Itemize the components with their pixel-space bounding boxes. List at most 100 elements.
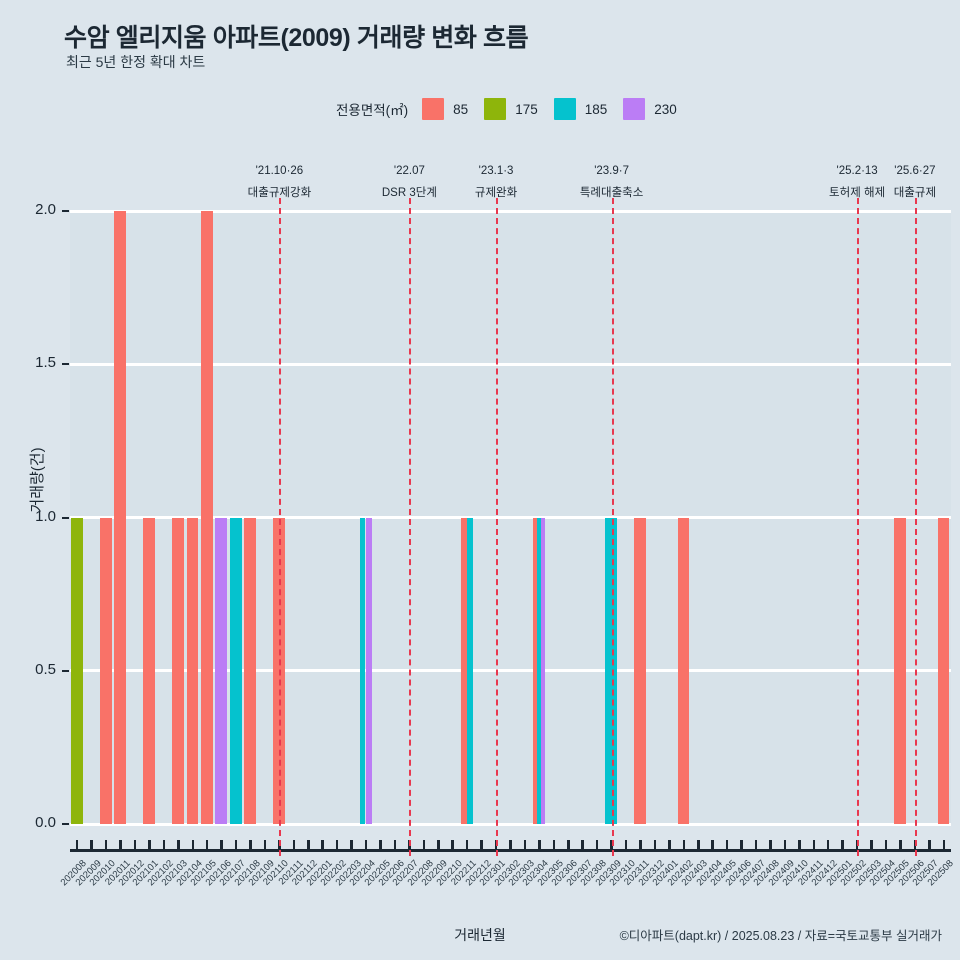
event-date: '23.1·3 [478,165,514,177]
legend-item-175[interactable]: 175 [484,98,538,120]
bar-202108-85[interactable] [244,517,257,824]
x-tick-mark [307,840,310,850]
x-tick-mark [379,840,382,850]
legend-item-230[interactable]: 230 [623,98,677,120]
bar-202505-85[interactable] [894,517,907,824]
bar-202010-85[interactable] [99,517,112,824]
x-tick-mark [422,840,426,850]
x-tick-mark [552,840,556,850]
gridline [70,209,951,213]
x-tick-mark [783,840,787,850]
x-tick-mark [364,840,368,850]
x-tick-mark [162,840,166,850]
x-tick-mark [884,840,888,850]
y-axis-title: 거래량(건) [29,447,47,513]
x-axis-line [70,849,951,852]
bar-202311-85[interactable] [634,517,647,824]
bar-202011-85[interactable] [114,211,127,824]
legend-swatch-icon-185 [553,98,576,120]
bar-202110-85[interactable] [273,517,286,824]
x-tick-mark [639,840,642,850]
bar-202304-230[interactable] [541,517,545,824]
x-tick-mark [567,840,570,850]
x-tick-mark [841,840,844,850]
plot-area [70,209,951,826]
x-tick-mark [350,840,353,850]
gridline [70,669,951,673]
x-tick-mark [321,840,324,850]
event-line-202502 [857,198,860,856]
y-tick-mark [62,823,69,825]
event-text: 특례대출축소 [579,187,644,199]
x-tick-mark [653,840,657,850]
y-tick-label: 1.5 [35,354,56,372]
event-line-202110 [279,198,282,856]
event-line-202301 [496,198,499,856]
bar-202211-185[interactable] [467,517,473,824]
bar-202204-185[interactable] [359,517,366,824]
event-line-202207 [409,198,412,856]
x-tick-mark [480,840,483,850]
event-text: 대출규제 [893,187,937,199]
legend-item-85[interactable]: 85 [422,98,468,120]
x-tick-mark [148,840,151,850]
event-line-202309 [611,198,614,856]
event-text: 규제완화 [474,187,518,199]
y-tick-mark [62,210,69,212]
legend-item-185[interactable]: 185 [553,98,608,120]
bar-202105-85[interactable] [200,211,213,824]
bar-202104-85[interactable] [186,517,199,824]
event-text: 대출규제강화 [247,187,312,199]
x-tick-mark [234,840,238,850]
event-date: '22.07 [393,165,425,177]
x-tick-mark [769,840,772,850]
legend-label: 185 [584,101,608,117]
bar-202402-85[interactable] [677,517,690,824]
bar-202304-85[interactable] [533,517,537,824]
bar-202304-185[interactable] [537,517,541,824]
x-tick-mark [220,840,223,850]
x-tick-mark [523,840,527,850]
x-tick-mark [191,840,194,850]
gridline [70,362,951,366]
legend-label: 230 [654,101,677,117]
bar-202101-85[interactable] [143,517,156,824]
x-tick-mark [538,840,541,850]
bar-202107-185[interactable] [229,517,242,824]
bar-202106-230[interactable] [215,517,228,824]
event-date: '23.9·7 [594,165,629,177]
x-tick-mark [393,840,397,850]
x-tick-mark [509,840,512,850]
y-tick-label: 0.0 [35,814,56,831]
x-tick-mark [826,840,830,850]
bar-202103-85[interactable] [172,517,184,824]
x-tick-mark [581,840,584,850]
x-tick-mark [437,840,440,850]
bar-202508-85[interactable] [937,517,950,824]
y-tick-label: 1.0 [35,507,56,525]
x-tick-mark [133,840,137,850]
x-tick-mark [335,840,339,850]
bar-202211-85[interactable] [460,517,467,824]
x-tick-mark [177,840,180,850]
x-tick-mark [104,840,108,850]
bar-202008-175[interactable] [71,517,83,824]
legend: 전용면적(㎡) 85 175 185 230 [336,98,693,120]
x-tick-mark [870,840,873,850]
legend-swatch-icon-230 [623,98,646,120]
bar-202204-230[interactable] [366,517,372,824]
x-tick-mark [595,840,599,850]
page-subtitle: 최근 5년 한정 확대 차트 [66,54,206,70]
x-tick-mark [451,840,454,850]
bar-202309-185[interactable] [605,517,618,824]
x-tick-mark [812,840,816,850]
x-tick-mark [798,840,801,850]
y-tick-label: 2.0 [35,201,56,218]
x-tick-mark [711,840,714,850]
gridline [70,516,951,519]
x-tick-mark [942,840,946,850]
event-date: '25.6·27 [894,165,936,177]
event-date: '21.10·26 [255,165,304,177]
page-title: 수암 엘리지움 아파트(2009) 거래량 변화 흐름 [64,24,529,52]
